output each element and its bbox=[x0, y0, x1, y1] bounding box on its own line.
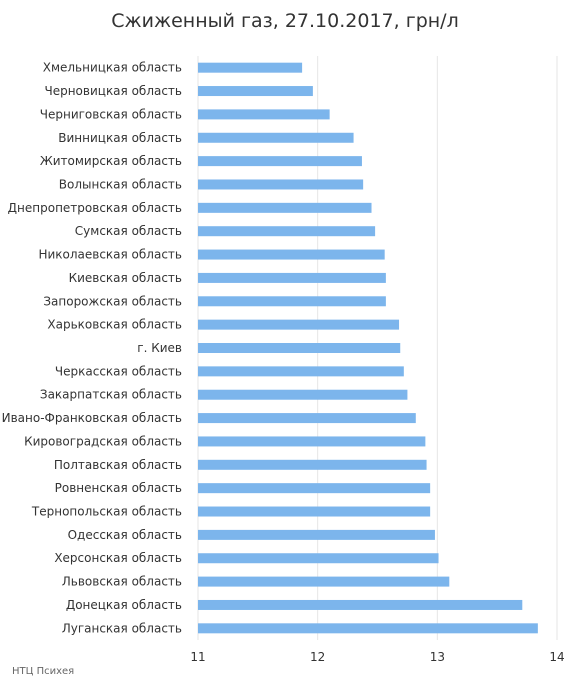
category-label: Кировоградская область bbox=[24, 434, 182, 448]
bar bbox=[198, 366, 404, 377]
bar bbox=[198, 506, 431, 517]
category-label: Донецкая область bbox=[66, 598, 182, 612]
category-label: Одесская область bbox=[68, 528, 182, 542]
bar bbox=[198, 86, 313, 97]
bars bbox=[198, 62, 538, 634]
category-label: г. Киев bbox=[137, 341, 182, 355]
x-tick-label: 12 bbox=[310, 650, 325, 664]
x-axis-ticks: 11 12 13 14 bbox=[190, 650, 564, 664]
x-tick-label: 14 bbox=[549, 650, 564, 664]
category-label: Хмельницкая область bbox=[43, 61, 182, 75]
bar bbox=[198, 599, 523, 610]
category-labels: Хмельницкая область Черновицкая область Че… bbox=[2, 61, 182, 636]
bar bbox=[198, 202, 372, 213]
category-label: Днепропетровская область bbox=[8, 201, 182, 215]
category-label: Луганская область bbox=[62, 621, 182, 635]
category-label: Черкасская область bbox=[55, 364, 182, 378]
category-label: Винницкая область bbox=[58, 131, 182, 145]
bar bbox=[198, 156, 362, 167]
x-tick-label: 11 bbox=[190, 650, 205, 664]
category-label: Львовская область bbox=[62, 575, 182, 589]
bar bbox=[198, 343, 401, 353]
bar bbox=[198, 436, 426, 447]
category-label: Закарпатская область bbox=[40, 388, 182, 402]
category-label: Херсонская область bbox=[54, 551, 182, 565]
credit-text: НТЦ Психея bbox=[12, 666, 75, 677]
bar bbox=[198, 179, 364, 190]
bar bbox=[198, 296, 386, 307]
category-label: Тернопольская область bbox=[31, 505, 182, 519]
bar bbox=[198, 389, 408, 400]
category-label: Николаевская область bbox=[38, 248, 182, 262]
bar bbox=[198, 413, 416, 424]
bar bbox=[198, 553, 439, 564]
category-label: Полтавская область bbox=[54, 458, 182, 472]
category-label: Ивано-Франковская область bbox=[2, 411, 182, 425]
bar bbox=[198, 272, 386, 283]
bar bbox=[198, 459, 427, 470]
bar bbox=[198, 576, 450, 587]
bar bbox=[198, 62, 303, 73]
category-label: Харьковская область bbox=[47, 318, 182, 332]
bar bbox=[198, 109, 330, 120]
bar bbox=[198, 226, 376, 237]
category-label: Киевская область bbox=[69, 271, 182, 285]
bar bbox=[198, 623, 538, 634]
bar bbox=[198, 132, 354, 143]
bar bbox=[198, 249, 385, 260]
category-label: Запорожская область bbox=[43, 294, 182, 308]
category-label: Сумская область bbox=[75, 224, 182, 238]
category-label: Черниговская область bbox=[40, 107, 182, 121]
bar bbox=[198, 529, 435, 540]
category-label: Житомирская область bbox=[40, 154, 182, 168]
category-label: Волынская область bbox=[59, 177, 182, 191]
bar bbox=[198, 483, 431, 494]
bar bbox=[198, 319, 400, 330]
chart-title: Сжиженный газ, 27.10.2017, грн/л bbox=[111, 10, 459, 32]
category-label: Черновицкая область bbox=[44, 84, 182, 98]
category-label: Ровненская область bbox=[55, 481, 182, 495]
x-tick-label: 13 bbox=[430, 650, 445, 664]
